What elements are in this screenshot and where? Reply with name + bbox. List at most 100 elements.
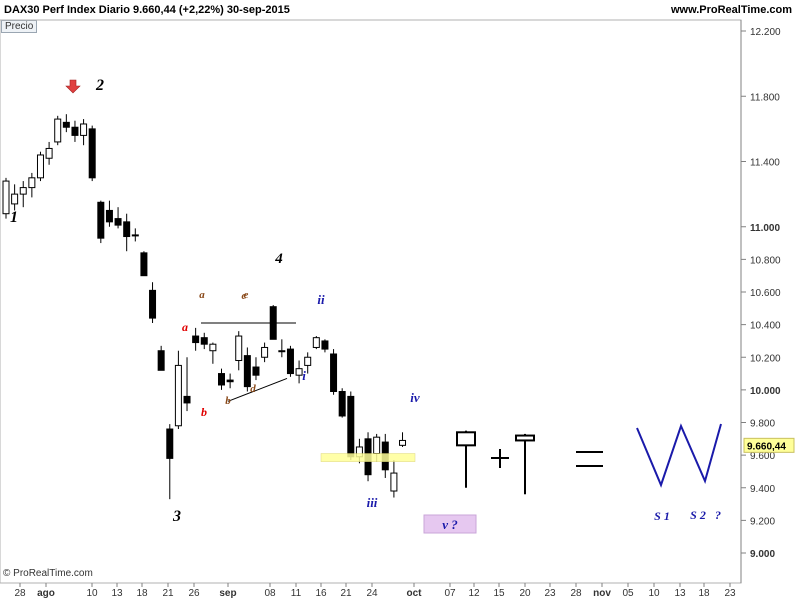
candle-body (88, 128, 96, 179)
candle-body (105, 209, 113, 223)
wave-label: b (225, 395, 231, 407)
candle-body (278, 350, 286, 353)
candle-body (330, 353, 338, 393)
wave-label: iii (367, 495, 378, 510)
candle-body (62, 121, 70, 128)
candle-body (390, 472, 398, 492)
x-tick-label: sep (219, 588, 236, 599)
x-tick-label: 21 (340, 588, 352, 599)
candle-body (36, 154, 44, 179)
chart-title: DAX30 Perf Index Diario 9.660,44 (+2,22%… (4, 4, 290, 16)
x-tick-label: nov (593, 588, 611, 599)
x-tick-label: 23 (724, 588, 736, 599)
candle-body (321, 340, 329, 350)
candle-body (80, 123, 88, 136)
y-tick-label: 11.800 (750, 92, 780, 103)
candle-body (243, 355, 251, 388)
wave-label: i (302, 368, 306, 383)
candle-body (304, 356, 312, 366)
wave-label: iv (410, 390, 420, 405)
candle-body (399, 439, 407, 446)
x-tick-label: 23 (544, 588, 556, 599)
candle-body (295, 368, 303, 376)
x-tick-label: ago (37, 588, 55, 599)
wave-label-s2: S 2 (690, 508, 706, 522)
x-tick-label: 20 (519, 588, 531, 599)
x-tick-label: 21 (162, 588, 174, 599)
y-tick-label: 11.000 (750, 223, 780, 234)
candle-body (347, 395, 355, 458)
y-tick-label: 10.200 (750, 353, 781, 364)
w-pattern-line (636, 423, 722, 488)
candle-body (373, 436, 381, 454)
projected-candle-body (515, 434, 535, 442)
x-tick-label: 11 (291, 588, 302, 599)
last-price-label: 9.660,44 (747, 441, 786, 452)
x-tick-label: 18 (698, 588, 710, 599)
x-tick-label: 15 (493, 588, 505, 599)
x-tick-label: 10 (648, 588, 660, 599)
pattern-bottom-line (227, 377, 288, 402)
wave-label: c (242, 290, 247, 302)
candle-body (192, 335, 200, 344)
candle-body (157, 350, 165, 371)
candle-body (183, 395, 191, 404)
y-tick-label: 11.400 (750, 158, 780, 169)
x-tick-label: 18 (136, 588, 148, 599)
y-tick-label: 9.000 (750, 549, 775, 560)
candle-body (218, 373, 225, 386)
x-tick-label: 13 (674, 588, 686, 599)
candle-body (11, 193, 19, 205)
wave-label-s1: S 1 (654, 509, 670, 523)
candle-body (252, 366, 260, 376)
candle-body (45, 147, 53, 159)
y-tick-label: 9.200 (750, 516, 775, 527)
x-tick-label: 12 (468, 588, 480, 599)
projected-candle-body (456, 431, 476, 447)
candle-body (140, 252, 148, 277)
candle-body (209, 343, 217, 352)
y-tick-label: 10.800 (750, 255, 781, 266)
x-tick-label: 05 (622, 588, 634, 599)
candle-body (19, 187, 27, 195)
last-price-box (743, 437, 795, 453)
candle-body (261, 346, 269, 358)
wave-label-v: v ? (442, 517, 458, 532)
candle-body (71, 126, 79, 136)
wave-label: d (250, 383, 256, 395)
candle-body (338, 391, 346, 417)
y-tick-label: 9.400 (750, 484, 775, 495)
x-tick-label: 24 (366, 588, 378, 599)
wave-label: a (199, 289, 205, 301)
candle-body (97, 201, 105, 239)
candle-body (2, 180, 10, 215)
candle-body (131, 234, 139, 237)
y-tick-label: 9.800 (750, 419, 775, 430)
candle-body (312, 337, 320, 348)
candle-body (200, 337, 208, 345)
wave-label: 1 (10, 209, 18, 226)
y-tick-label: 10.600 (750, 288, 781, 299)
y-tick-label: 12.200 (750, 27, 781, 38)
candle-body (235, 335, 243, 362)
highlight-zone (320, 453, 416, 462)
wave-label: e (244, 289, 249, 301)
wave-label: a (182, 320, 188, 334)
wave-label: 2 (95, 77, 104, 94)
wave-label: ii (317, 292, 325, 307)
candle-body (54, 118, 62, 143)
site-url[interactable]: www.ProRealTime.com (670, 4, 792, 16)
candle-body (123, 221, 131, 238)
y-tick-label: 10.000 (750, 386, 781, 397)
x-tick-label: 07 (444, 588, 456, 599)
x-tick-label: 13 (111, 588, 123, 599)
wave-label: 3 (172, 508, 181, 525)
wave-label: 4 (274, 251, 283, 267)
y-tick-label: 10.400 (750, 321, 781, 332)
candle-body (226, 379, 234, 383)
x-tick-label: 28 (14, 588, 26, 599)
candle-body (28, 177, 36, 189)
x-tick-label: 08 (264, 588, 276, 599)
